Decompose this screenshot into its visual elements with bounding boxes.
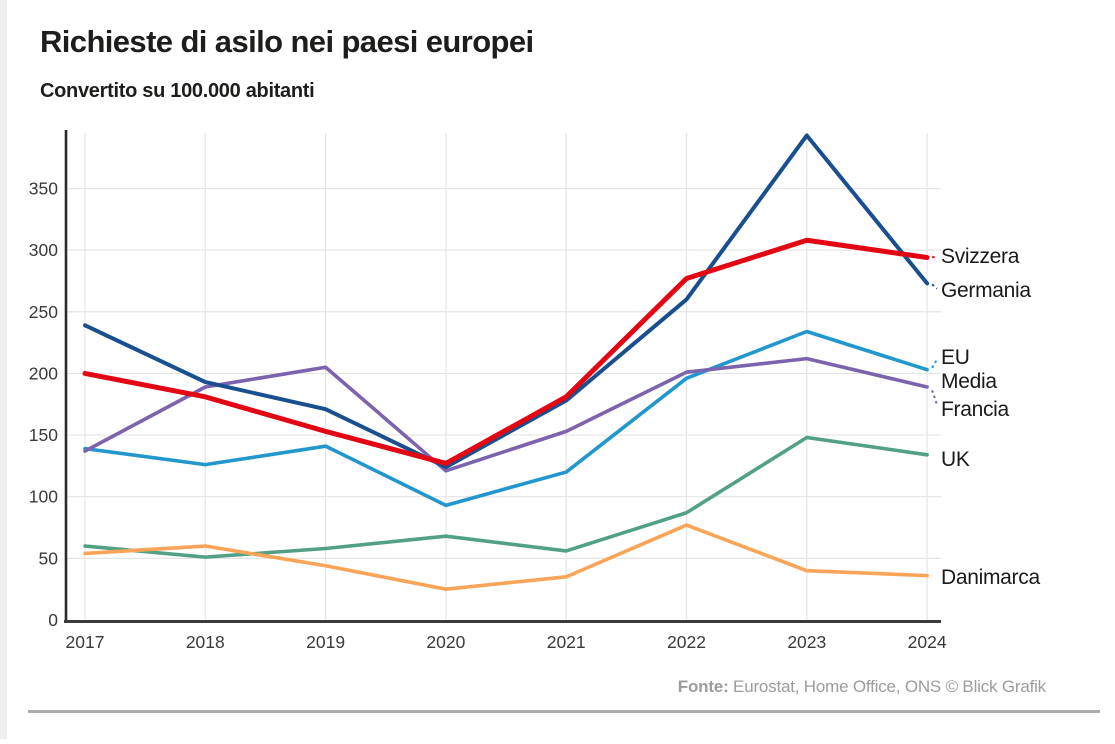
x-tick-label: 2018 [186, 632, 225, 652]
series-label-svizzera: Svizzera [941, 245, 1020, 268]
x-tick-label: 2022 [667, 632, 706, 652]
y-tick-label: 250 [29, 302, 58, 322]
x-tick-label: 2024 [908, 632, 947, 652]
y-tick-label: 100 [29, 487, 58, 507]
series-label-germania: Germania [941, 279, 1031, 302]
series-line-germania [83, 133, 930, 470]
y-tick-label: 150 [29, 425, 58, 445]
y-tick-label: 50 [39, 548, 59, 568]
series-line-svizzera [82, 237, 930, 466]
y-tick-label: 300 [29, 240, 58, 260]
series-line-danimarca [83, 523, 929, 591]
x-tick-label: 2023 [787, 632, 826, 652]
source-label: Fonte: [677, 677, 729, 696]
series-label-uk: UK [941, 448, 970, 471]
series-label-danimarca: Danimarca [941, 566, 1040, 589]
series-line-francia [83, 356, 929, 473]
leader-line-svizzera [931, 255, 938, 259]
series-label-francia: Francia [941, 398, 1010, 421]
y-tick-label: 350 [29, 178, 58, 198]
series-line-eu-media [83, 329, 929, 508]
chart-subtitle: Convertito su 100.000 abitanti [40, 80, 315, 102]
leader-line-germania [931, 283, 938, 290]
x-tick-label: 2020 [426, 632, 465, 652]
leader-line-francia [931, 389, 938, 405]
y-tick-label: 0 [48, 610, 58, 630]
series-label-eu: EU [941, 346, 970, 369]
chart-title: Richieste di asilo nei paesi europei [40, 24, 534, 59]
x-tick-label: 2017 [66, 632, 105, 652]
y-tick-label: 200 [29, 363, 58, 383]
x-tick-label: 2021 [547, 632, 586, 652]
page-edge-strip [0, 0, 7, 739]
source-text: Eurostat, Home Office, ONS © Blick Grafi… [728, 677, 1046, 696]
source-note: Fonte: Eurostat, Home Office, ONS © Blic… [0, 677, 1046, 697]
leader-line-eu [931, 359, 938, 369]
x-tick-label: 2019 [306, 632, 345, 652]
series-line-uk [83, 435, 929, 559]
bottom-divider [28, 710, 1100, 713]
series-label-media: Media [941, 370, 997, 393]
